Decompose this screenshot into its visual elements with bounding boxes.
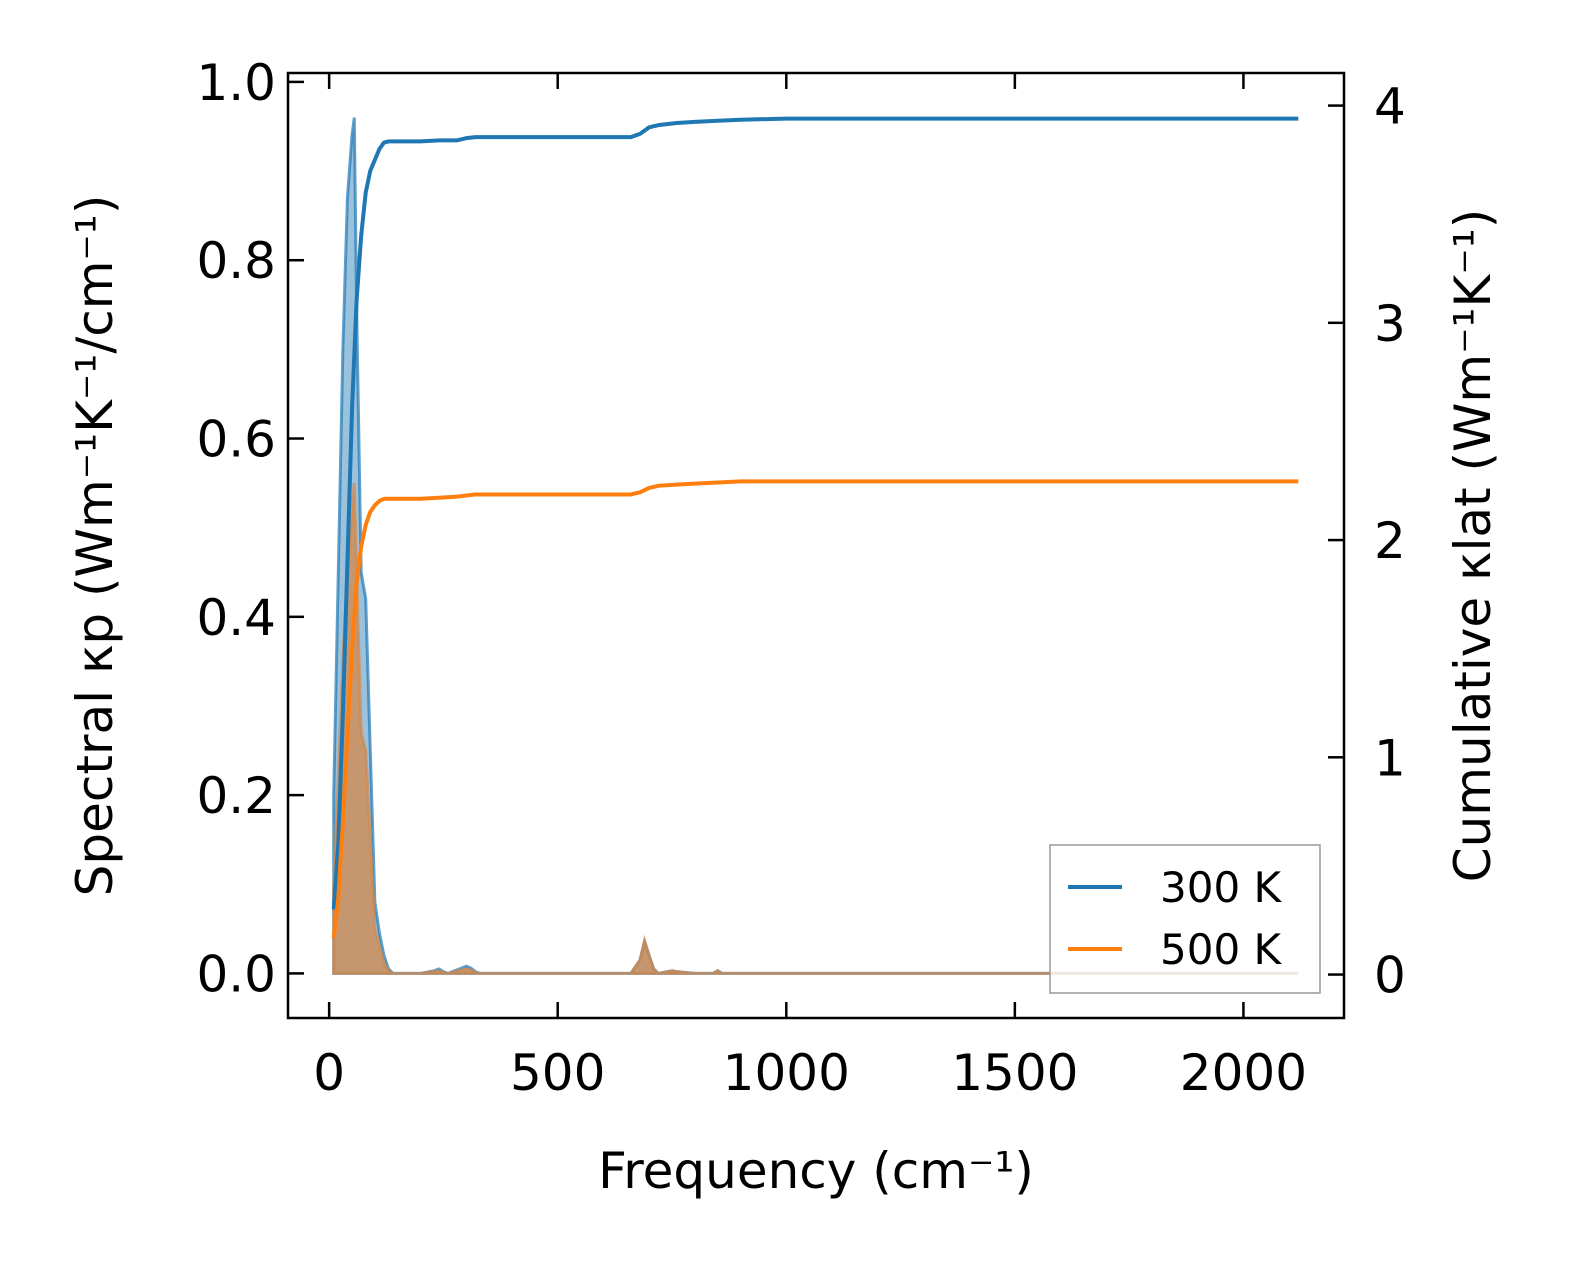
x-tick-label: 1000: [723, 1044, 850, 1102]
x-tick-label: 2000: [1180, 1044, 1307, 1102]
legend-box: [1049, 844, 1321, 994]
x-tick-label: 0: [313, 1044, 345, 1102]
legend-label-300k: 300 K: [1160, 863, 1283, 912]
spectral-area-layer: [332, 117, 1299, 976]
y-right-tick-label: 2: [1374, 512, 1406, 570]
y-right-tick-label: 1: [1374, 729, 1406, 787]
cumulative-line-300k: [331, 116, 1299, 910]
spectral-area-500k: [332, 482, 1299, 976]
x-tick-label: 1500: [951, 1044, 1078, 1102]
y-left-tick-label: 0.6: [196, 411, 276, 469]
y-left-tick-label: 1.0: [196, 54, 276, 112]
y-right-tick-label: 4: [1374, 78, 1406, 136]
legend-label-500k: 500 K: [1160, 925, 1283, 974]
y-left-tick-label: 0.4: [196, 589, 276, 647]
x-tick-label: 500: [510, 1044, 605, 1102]
y-axis-right-title: Cumulative κlat (Wm⁻¹K⁻¹): [1444, 209, 1502, 883]
y-axis-left-title: Spectral κp (Wm⁻¹K⁻¹/cm⁻¹): [66, 195, 124, 897]
cumulative-line-layer: [331, 116, 1299, 938]
cumulative-line-500k: [331, 479, 1299, 938]
y-left-tick-label: 0.2: [196, 767, 276, 825]
x-axis-title: Frequency (cm⁻¹): [598, 1142, 1034, 1200]
y-left-tick-label: 0.0: [196, 945, 276, 1003]
ticks-layer: 0 500 1000 1500 2000 0.0 0.2 0.4 0.6 0.8 1.0 0 1 2 3 4: [196, 54, 1405, 1102]
y-left-tick-label: 0.8: [196, 232, 276, 290]
y-right-tick-label: 0: [1374, 947, 1406, 1005]
y-right-tick-label: 3: [1374, 295, 1406, 353]
legend: 300 K 500 K: [1049, 844, 1321, 994]
plot-frame: [286, 71, 1346, 1020]
